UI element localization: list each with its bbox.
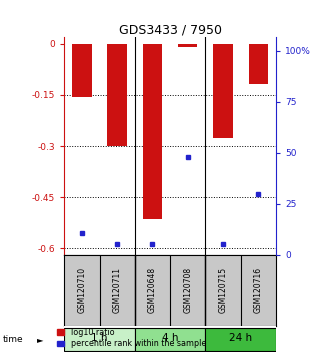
Title: GDS3433 / 7950: GDS3433 / 7950: [119, 23, 221, 36]
Text: GSM120711: GSM120711: [113, 267, 122, 313]
Text: GSM120708: GSM120708: [183, 267, 192, 313]
Text: 4 h: 4 h: [162, 333, 178, 343]
Text: 24 h: 24 h: [229, 333, 252, 343]
Text: GSM120715: GSM120715: [219, 267, 228, 313]
Text: 1 h: 1 h: [91, 333, 108, 343]
Bar: [143, 44, 162, 219]
Text: GSM120648: GSM120648: [148, 267, 157, 313]
Bar: [108, 44, 127, 146]
Bar: [249, 44, 268, 84]
Text: time: time: [3, 335, 24, 344]
Bar: [72, 44, 91, 97]
FancyBboxPatch shape: [205, 327, 276, 351]
FancyBboxPatch shape: [135, 327, 205, 351]
Bar: [213, 44, 233, 137]
Bar: [178, 44, 197, 47]
Text: GSM120710: GSM120710: [77, 267, 86, 313]
Legend: log10 ratio, percentile rank within the sample: log10 ratio, percentile rank within the …: [56, 326, 208, 350]
Text: GSM120716: GSM120716: [254, 267, 263, 313]
Text: ►: ►: [37, 335, 43, 344]
FancyBboxPatch shape: [64, 327, 135, 351]
